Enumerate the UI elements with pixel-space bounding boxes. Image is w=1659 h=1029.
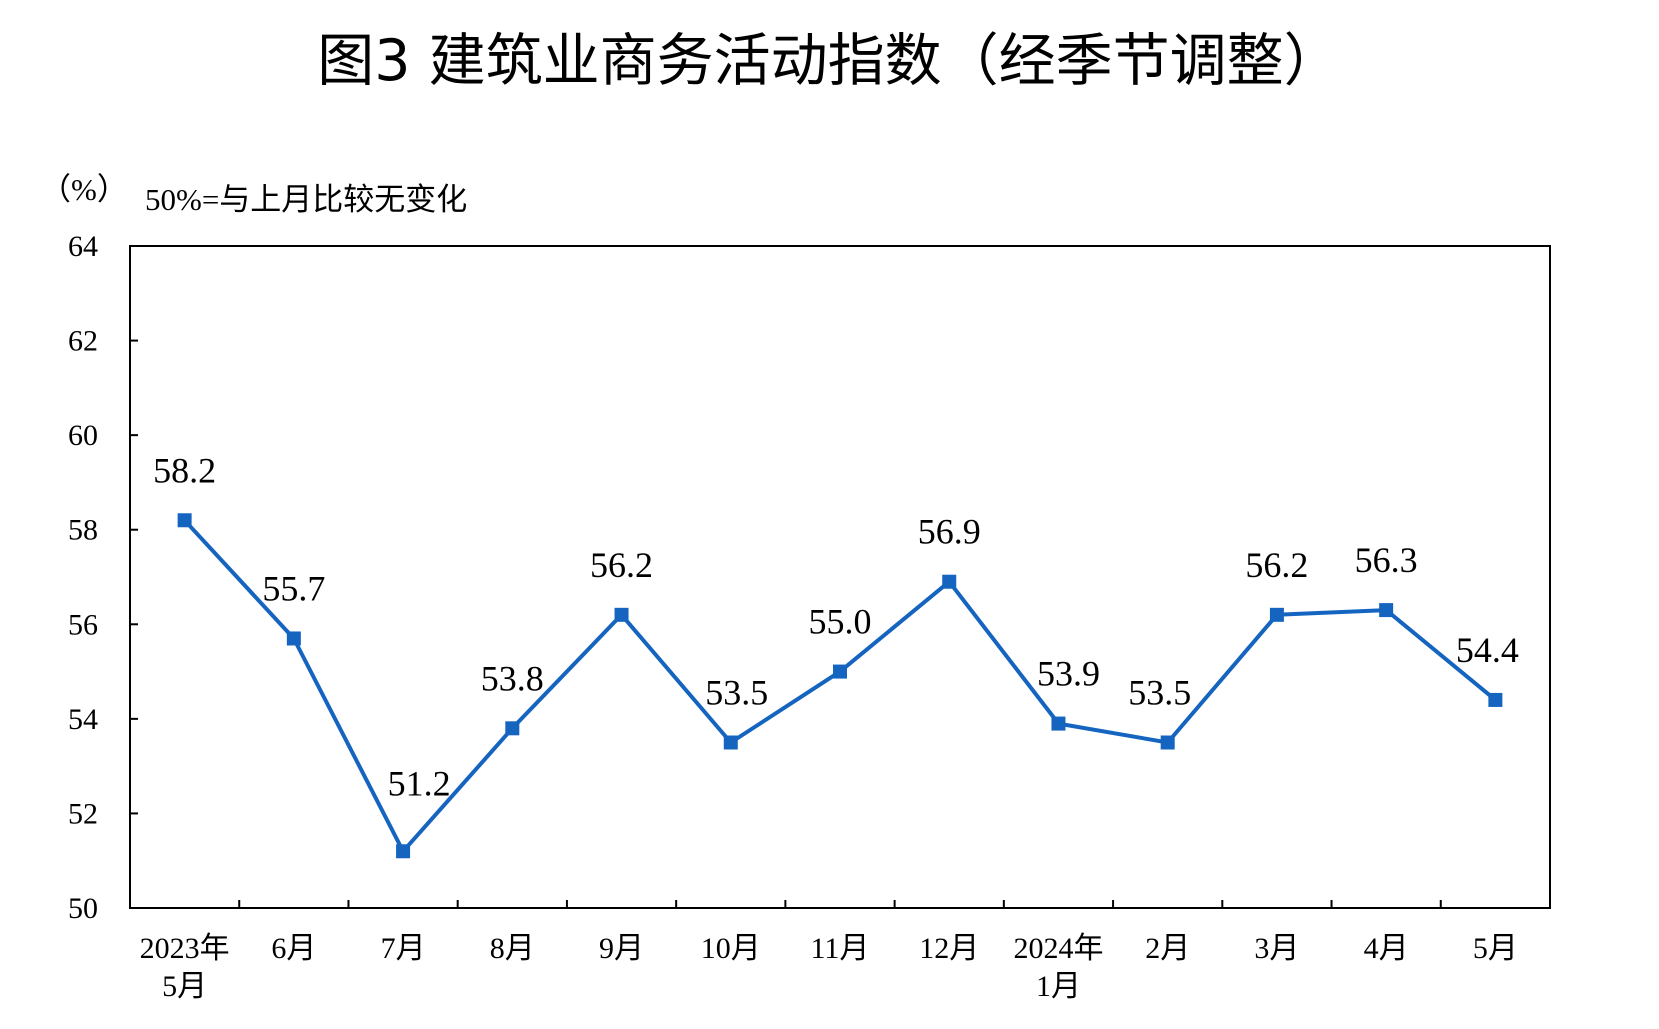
series-group <box>177 513 1503 859</box>
plot-area-frame <box>129 245 1551 909</box>
x-tick-label: 3月 <box>1254 932 1299 965</box>
y-axis: 50 52 54 56 58 60 62 64 <box>68 230 138 925</box>
x-tick-label: 5月 <box>162 970 207 1003</box>
data-label: 55.7 <box>262 568 325 608</box>
chart-title: 图3 建筑业商务活动指数（经季节调整） <box>317 28 1340 94</box>
x-tick-label: 4月 <box>1364 932 1409 965</box>
y-tick-label: 62 <box>68 325 98 358</box>
data-label: 58.2 <box>153 450 216 490</box>
data-label: 56.3 <box>1355 540 1418 580</box>
data-point-marker <box>1160 735 1175 750</box>
data-point-marker <box>833 664 847 679</box>
data-label: 51.2 <box>388 763 451 803</box>
x-tick-label: 2月 <box>1145 932 1190 965</box>
x-tick-label: 7月 <box>381 932 426 965</box>
data-point-marker <box>505 721 520 736</box>
data-label: 54.4 <box>1456 630 1519 670</box>
x-tick-label: 2024年 <box>1013 932 1103 965</box>
data-label: 53.5 <box>705 673 768 713</box>
x-tick-label: 11月 <box>811 932 870 965</box>
y-tick-label: 60 <box>68 419 98 452</box>
data-labels-group: 58.2 55.7 51.2 53.8 56.2 53.5 55.0 56.9 53.9 53.5… <box>153 450 1519 803</box>
x-tick-label: 1月 <box>1036 970 1081 1003</box>
y-axis-unit-label: （%） <box>40 172 128 207</box>
y-tick-label: 52 <box>68 797 98 830</box>
data-point-marker <box>177 513 192 528</box>
x-tick-label: 9月 <box>599 932 644 965</box>
y-tick-label: 64 <box>68 230 98 263</box>
y-tick-label: 58 <box>68 514 98 547</box>
data-point-marker <box>1051 716 1066 731</box>
data-point-marker <box>723 735 738 750</box>
x-tick-label: 2023年 <box>140 932 230 965</box>
y-tick-label: 56 <box>68 608 98 641</box>
x-axis: 2023年 5月 6月 7月 8月 9月 10月 11月 12月 2024年 1月 2月 3月 4月 5月 <box>140 900 1518 1003</box>
x-tick-label: 10月 <box>701 932 761 965</box>
x-tick-label: 6月 <box>271 932 316 965</box>
baseline-note: 50%=与上月比较无变化 <box>145 182 467 217</box>
data-label: 56.2 <box>590 545 653 585</box>
data-label: 53.5 <box>1128 673 1191 713</box>
data-label: 53.9 <box>1037 654 1100 694</box>
x-tick-label: 12月 <box>919 932 979 965</box>
data-label: 53.8 <box>481 658 544 698</box>
data-label: 56.9 <box>918 512 981 552</box>
data-label: 56.2 <box>1245 545 1308 585</box>
data-point-marker <box>614 607 629 622</box>
x-tick-label: 5月 <box>1473 932 1518 965</box>
y-tick-label: 54 <box>68 703 98 736</box>
data-point-marker <box>1488 692 1503 707</box>
data-point-marker <box>396 844 411 859</box>
data-label: 55.0 <box>809 602 872 642</box>
data-point-marker <box>942 574 957 589</box>
x-tick-label: 8月 <box>490 932 535 965</box>
data-point-marker <box>1269 607 1284 622</box>
data-point-marker <box>1379 603 1394 618</box>
data-point-marker <box>286 631 301 646</box>
y-tick-label: 50 <box>68 892 98 925</box>
